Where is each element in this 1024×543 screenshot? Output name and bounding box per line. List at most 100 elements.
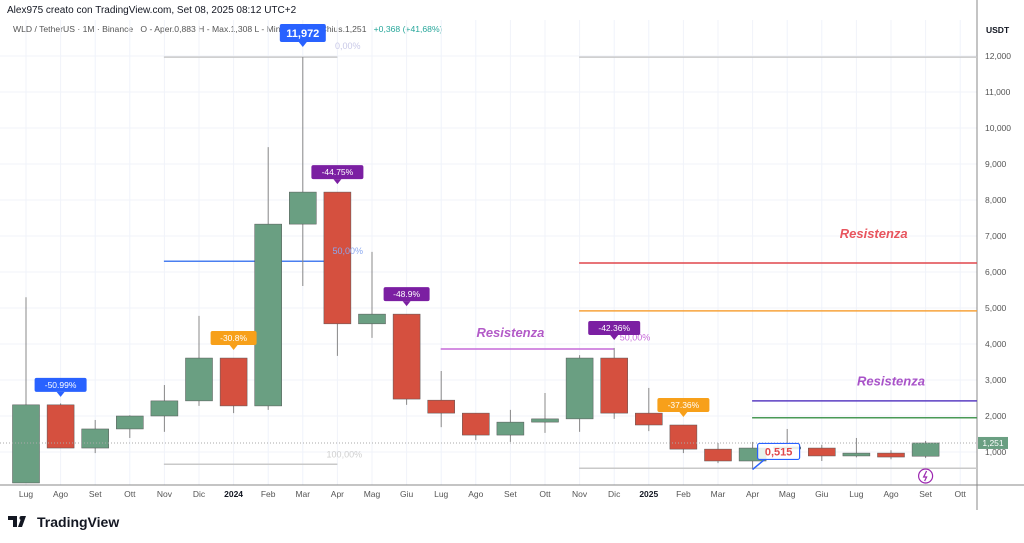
percent-callout: -44.75% — [311, 165, 364, 185]
percent-callout: -42.36% — [588, 320, 641, 340]
time-axis-tick: 2025 — [639, 489, 658, 499]
time-axis-tick: Nov — [572, 489, 588, 499]
ohlc-values: O - Aper.0,883 H - Max.1,308 L - Min.0,8… — [140, 24, 367, 34]
time-axis-tick: Dic — [193, 489, 206, 499]
candle — [46, 403, 75, 449]
callout-pointer — [402, 301, 411, 307]
candle-body — [877, 452, 905, 458]
candle — [462, 412, 490, 441]
lightning-icon — [917, 468, 934, 484]
percent-callout: -37.36% — [657, 398, 710, 417]
resistance-label: Resistenza — [857, 373, 925, 388]
candle-body — [116, 415, 144, 430]
candle — [219, 357, 248, 414]
time-axis-tick: Ott — [955, 489, 967, 499]
candle — [496, 409, 525, 442]
candle — [289, 57, 317, 287]
logo-text: TradingView — [37, 514, 120, 530]
lightning-icon-bolt — [922, 470, 928, 482]
callout-box — [279, 24, 326, 43]
candle-body — [81, 428, 109, 449]
callout-pointer — [610, 334, 619, 340]
price-axis-tick: 9,000 — [985, 159, 1007, 169]
callout-pointer — [333, 179, 342, 185]
callout-box — [210, 331, 257, 346]
time-axis-tick: Giu — [400, 489, 414, 499]
price-axis-tick: 3,000 — [985, 375, 1007, 385]
symbol-name[interactable]: WLD / TetherUS · 1M · Binance — [13, 24, 134, 34]
time-axis-tick: Dic — [608, 489, 621, 499]
price-axis-tick: 1,000 — [985, 447, 1007, 457]
time-axis-tick: Mag — [779, 489, 796, 499]
symbol-legend: WLD / TetherUS · 1M · Binance O - Aper.0… — [13, 24, 442, 34]
percent-callout: -30.8% — [210, 331, 257, 351]
tradingview-logo[interactable]: TradingView — [8, 514, 119, 530]
price-chart[interactable]: USDT 1,000 2,000 3,000 4,000 5,000 6,000 7,000 8… — [0, 0, 1024, 510]
price-axis-tick: 11,000 — [985, 87, 1011, 97]
candle — [427, 371, 455, 428]
callout-box — [588, 320, 641, 335]
candle — [150, 385, 179, 432]
callout-pointer — [229, 345, 238, 351]
last-price-label: 1,251 — [982, 438, 1004, 448]
price-axis-tick: 8,000 — [985, 195, 1007, 205]
candle — [635, 387, 663, 432]
price-axis-tick: 4,000 — [985, 339, 1007, 349]
time-axis-tick: Mag — [364, 489, 381, 499]
candle-body — [358, 313, 386, 325]
candle — [116, 415, 144, 438]
callout-pointer — [298, 42, 307, 48]
percent-callout: -50.99% — [34, 377, 87, 397]
price-axis-tick: 6,000 — [985, 267, 1007, 277]
candle-body — [565, 357, 594, 420]
price-axis-tick: 10,000 — [985, 123, 1011, 133]
callout-box — [34, 377, 87, 392]
fib-level-label: 50,00% — [620, 332, 651, 342]
candle-body — [254, 223, 282, 407]
candle — [600, 347, 628, 419]
low-callout-pointer — [752, 458, 766, 471]
candle-body — [808, 447, 836, 457]
callout-box — [383, 287, 430, 302]
percent-callout: -48.9% — [383, 287, 430, 307]
low-callout-box — [756, 442, 801, 461]
candle — [254, 147, 282, 410]
time-axis-tick: Ott — [124, 489, 136, 499]
candle-body — [911, 442, 940, 457]
callout-text: -37.36% — [668, 400, 700, 410]
time-axis-tick: Ago — [468, 489, 483, 499]
candle — [358, 251, 386, 338]
resistance-label: Resistenza — [840, 226, 908, 241]
time-axis-tick: Ott — [539, 489, 551, 499]
candle — [323, 191, 352, 356]
time-axis-tick: Ago — [883, 489, 898, 499]
callout-text: -44.75% — [322, 167, 354, 177]
time-axis-tick: Lug — [19, 489, 33, 499]
price-change: +0,368 (+41,68%) — [373, 24, 443, 34]
candle-body — [600, 357, 628, 414]
candle — [392, 313, 421, 405]
callout-text: -48.9% — [393, 289, 420, 299]
time-axis-tick: Lug — [849, 489, 863, 499]
candle-body — [427, 399, 455, 414]
fib-level-label: 50,00% — [333, 246, 364, 256]
candle — [531, 392, 559, 433]
candle-body — [323, 191, 352, 325]
candle-body — [669, 424, 698, 450]
fib-level-label: 100,00% — [327, 449, 363, 459]
callout-text: -50.99% — [45, 380, 77, 390]
time-axis-tick: Nov — [157, 489, 173, 499]
callout-text: -30.8% — [220, 333, 247, 343]
last-price-badge — [978, 436, 1008, 449]
candle-body — [462, 412, 490, 436]
candle-body — [635, 412, 663, 426]
candle-body — [150, 400, 179, 417]
time-axis-tick: Giu — [815, 489, 829, 499]
resistance-label: Resistenza — [476, 325, 544, 340]
candle — [81, 419, 109, 454]
tradingview-logo-icon — [8, 516, 26, 527]
candle-body — [289, 191, 317, 225]
candle — [12, 297, 40, 484]
candle-body — [12, 404, 40, 484]
time-axis-tick: Set — [919, 489, 932, 499]
